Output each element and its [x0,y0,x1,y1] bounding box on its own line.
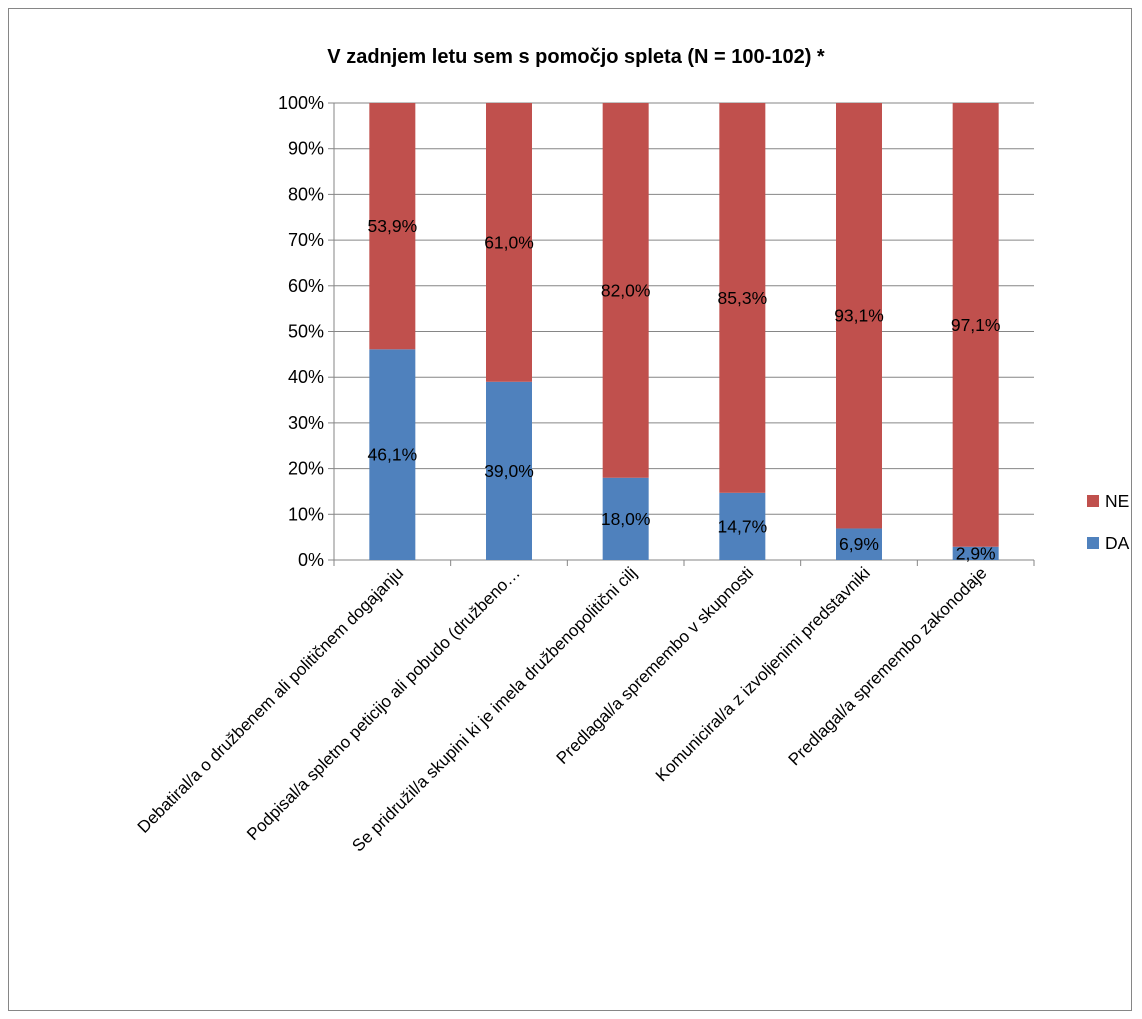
legend-label-da: DA [1105,533,1130,553]
bar-ne [486,103,532,382]
y-tick-label: 20% [288,459,324,479]
y-tick-label: 50% [288,322,324,342]
legend-label-ne: NE [1105,491,1129,511]
gridlines [334,102,1034,515]
y-tick-label: 100% [278,93,324,113]
y-tick-label: 10% [288,504,324,524]
x-category-label: Predlagal/a spremembo zakonodaje [785,563,991,769]
legend-swatch-ne [1087,495,1099,507]
y-tick-label: 40% [288,367,324,387]
bars [369,103,999,560]
data-label-ne: 82,0% [601,280,651,300]
y-tick-label: 70% [288,230,324,250]
bar-da [836,528,882,560]
data-label-ne: 85,3% [718,288,768,308]
data-label-ne: 61,0% [484,232,534,252]
y-tick-label: 60% [288,276,324,296]
y-tick-label: 80% [288,184,324,204]
x-category-label: Debatiral/a o družbenem ali političnem d… [134,563,407,836]
x-category-label: Komuniciral/a z izvoljenimi predstavniki [652,563,874,785]
data-label-ne: 53,9% [368,216,418,236]
y-tick-label: 30% [288,413,324,433]
bar-ne [952,103,999,547]
bar-da [369,349,416,560]
bar-da [952,546,999,560]
bar-ne [836,103,882,529]
y-tick-label: 0% [298,550,324,570]
bar-da [486,381,532,560]
bar-ne [369,103,416,350]
bar-ne [719,103,766,493]
y-tick-label: 90% [288,139,324,159]
bar-da [719,492,766,560]
chart-frame: V zadnjem letu sem s pomočjo spleta (N =… [8,8,1132,1011]
data-label-ne: 97,1% [951,315,1001,335]
chart-title: V zadnjem letu sem s pomočjo spleta (N =… [327,46,825,68]
bar-ne [602,103,649,478]
axes: 0% 10% 20% 30% 40% 50% 60% 70% 80% 90% 100% Debatir… [134,93,1035,855]
data-label-da: 14,7% [718,516,768,536]
stacked-bar-chart: V zadnjem letu sem s pomočjo spleta (N =… [134,46,1130,855]
x-category-label: Podpisal/a spletno peticijo ali pobudo (… [243,563,524,844]
data-label-da: 46,1% [368,445,418,465]
legend: NE DA [1087,491,1130,553]
data-label-da: 2,9% [956,543,996,563]
legend-swatch-da [1087,537,1099,549]
data-label-da: 18,0% [601,509,651,529]
x-category-label: Predlagal/a spremembo v skupnosti [553,563,758,768]
bar-da [602,477,649,560]
data-label-ne: 93,1% [834,306,884,326]
data-label-da: 6,9% [839,534,879,554]
data-labels: 46,1% 53,9% 39,0% 61,0% 18,0% 82,0% 14,7% 85,3%… [368,216,1001,563]
data-label-da: 39,0% [484,461,534,481]
